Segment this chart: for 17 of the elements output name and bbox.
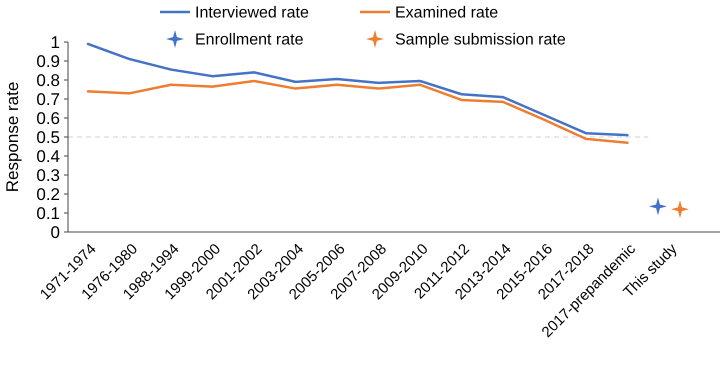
y-tick-label: 0.3: [36, 166, 60, 185]
y-tick-label: 0.8: [36, 70, 60, 90]
legend-label: Examined rate: [395, 4, 498, 22]
y-tick-label: 0: [50, 222, 60, 242]
y-tick-label: 0.6: [36, 108, 60, 128]
line-series: [86, 80, 629, 144]
legend-label: Sample submission rate: [395, 32, 566, 49]
legend-label: Interviewed rate: [195, 4, 309, 22]
y-tick-label: 0.2: [36, 184, 60, 204]
y-tick-label: 0.5: [36, 128, 60, 147]
y-tick-label: 0.1: [36, 204, 60, 223]
y-tick-label: 0.7: [36, 90, 60, 109]
y-axis-title: Response rate: [3, 82, 22, 192]
y-tick-label: 0.4: [36, 146, 60, 166]
y-tick-label: 0.9: [36, 52, 60, 71]
legend-label: Enrollment rate: [195, 32, 304, 49]
y-tick-label: 1: [50, 32, 60, 52]
